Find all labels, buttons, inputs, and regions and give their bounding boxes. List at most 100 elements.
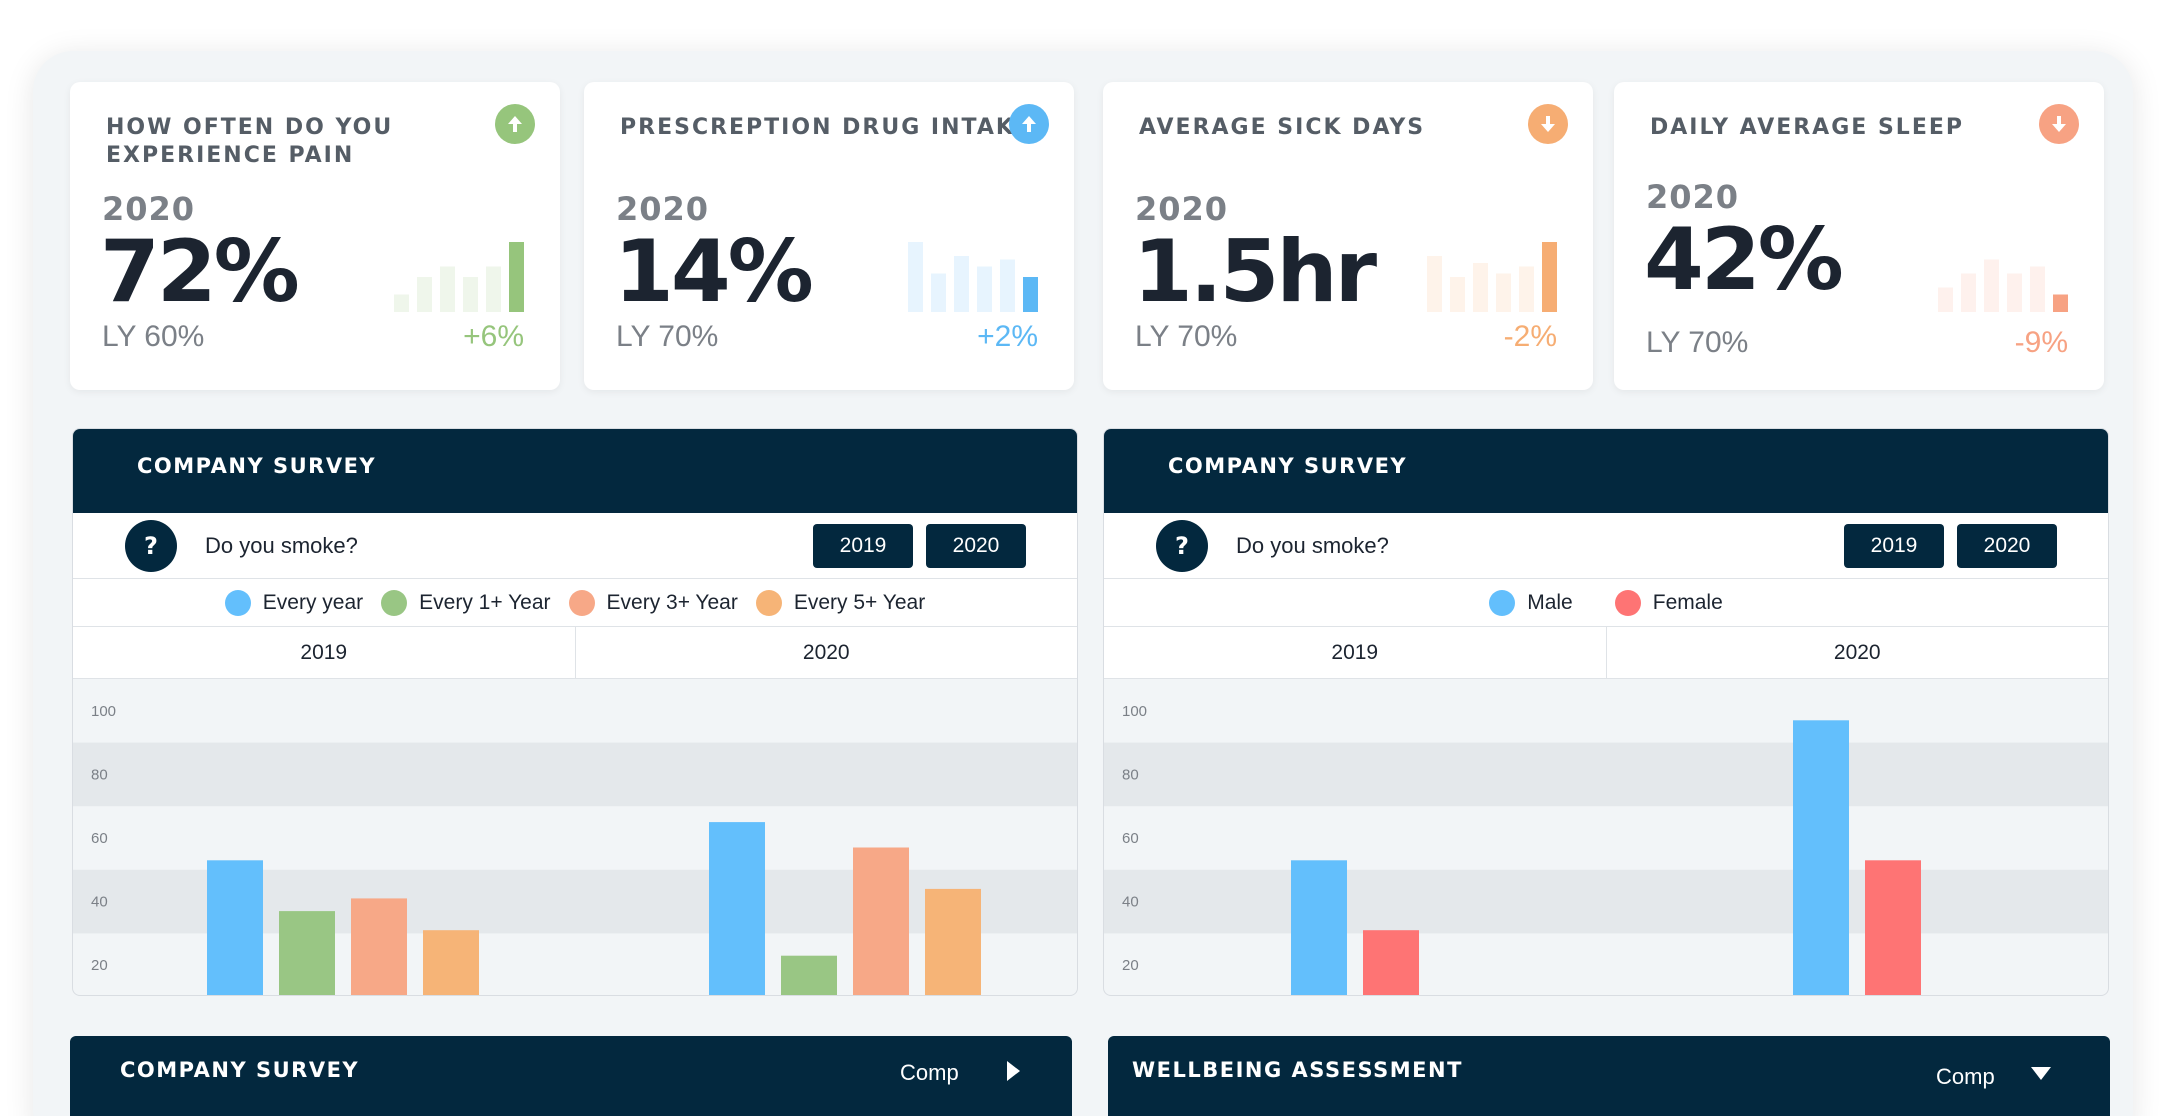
- question-row: ? Do you smoke? 2019 2020: [73, 513, 1077, 579]
- kpi-year: 2020: [1135, 190, 1229, 228]
- spark-bar: [977, 266, 992, 312]
- spark-bar: [1450, 277, 1465, 312]
- bar: [1865, 860, 1921, 995]
- question-icon[interactable]: ?: [1156, 520, 1208, 572]
- legend-dot: [568, 589, 595, 616]
- legend-dot: [1489, 589, 1516, 616]
- legend-dot: [381, 589, 408, 616]
- y-tick-label: 80: [91, 766, 108, 783]
- legend-label: Every year: [262, 590, 364, 614]
- kpi-title: PRESCREPTION DRUG INTAKE: [620, 115, 1032, 140]
- kpi-sparkline: [1938, 259, 2068, 312]
- kpi-delta: +6%: [463, 320, 524, 353]
- kpi-value: 1.5hr: [1133, 222, 1377, 322]
- panel-header: COMPANY SURVEY: [1104, 429, 2108, 513]
- legend-dot: [224, 589, 251, 616]
- spark-bar: [1542, 242, 1557, 312]
- legend-item[interactable]: Every 1+ Year: [381, 589, 551, 616]
- kpi-sparkline: [394, 242, 524, 312]
- question-text: Do you smoke?: [205, 533, 358, 558]
- arrow-up-icon: [495, 104, 535, 144]
- legend-item[interactable]: Female: [1614, 589, 1723, 616]
- kpi-value: 14%: [614, 222, 814, 322]
- kpi-year: 2020: [616, 190, 710, 228]
- comp-label[interactable]: Comp: [900, 1060, 959, 1085]
- legend-dot: [755, 589, 782, 616]
- panel-header: COMPANY SURVEY: [73, 429, 1077, 513]
- caret-down-icon[interactable]: [2028, 1060, 2054, 1086]
- spark-bar: [1427, 256, 1442, 312]
- spark-bar: [1984, 259, 1999, 312]
- year-2020-button[interactable]: 2020: [926, 524, 1026, 568]
- spark-bar: [486, 266, 501, 312]
- kpi-card-sleep[interactable]: DAILY AVERAGE SLEEP 2020 42% LY 70% -9%: [1614, 82, 2104, 390]
- kpi-sparkline: [908, 242, 1038, 312]
- kpi-card-drug-intake[interactable]: PRESCREPTION DRUG INTAKE 2020 14% LY 70%…: [584, 82, 1074, 390]
- legend-dot: [1614, 589, 1641, 616]
- legend-item[interactable]: Every 3+ Year: [568, 589, 738, 616]
- bar: [709, 822, 765, 995]
- bottom-panel-company-survey[interactable]: COMPANY SURVEY Comp: [70, 1036, 1072, 1116]
- year-2020-button[interactable]: 2020: [1957, 524, 2057, 568]
- y-tick-label: 80: [1122, 766, 1139, 783]
- spark-bar: [1938, 287, 1953, 312]
- legend-item[interactable]: Every year: [224, 589, 364, 616]
- spark-bar: [1023, 277, 1038, 312]
- y-tick-label: 40: [1122, 894, 1139, 911]
- spark-bar: [908, 242, 923, 312]
- arrow-up-icon: [1009, 104, 1049, 144]
- bar: [279, 911, 335, 995]
- bar: [1793, 720, 1849, 995]
- y-tick-label: 60: [91, 830, 108, 847]
- year-2019-button[interactable]: 2019: [813, 524, 913, 568]
- spark-bar: [417, 277, 432, 312]
- caret-right-icon[interactable]: [1000, 1058, 1026, 1084]
- spark-bar: [440, 266, 455, 312]
- spark-bar: [2053, 294, 2068, 312]
- bar: [207, 860, 263, 995]
- kpi-card-sick-days[interactable]: AVERAGE SICK DAYS 2020 1.5hr LY 70% -2%: [1103, 82, 1593, 390]
- bottom-panel-wellbeing[interactable]: WELLBEING ASSESSMENT Comp: [1108, 1036, 2110, 1116]
- arrow-down-icon: [1528, 104, 1568, 144]
- tab-2020[interactable]: 2020: [1605, 627, 2109, 678]
- kpi-last-year: LY 70%: [1646, 326, 1749, 359]
- legend-label: Every 3+ Year: [606, 590, 738, 614]
- kpi-last-year: LY 60%: [102, 320, 205, 353]
- year-2019-button[interactable]: 2019: [1844, 524, 1944, 568]
- legend-label: Female: [1652, 590, 1723, 614]
- spark-bar: [2007, 273, 2022, 312]
- spark-bar: [1961, 273, 1976, 312]
- bar: [781, 955, 837, 995]
- legend-item[interactable]: Every 5+ Year: [755, 589, 926, 616]
- spark-bar: [463, 277, 478, 312]
- bar-chart: 100 80 60 40 20: [1104, 703, 2108, 995]
- kpi-last-year: LY 70%: [1135, 320, 1238, 353]
- tab-2019[interactable]: 2019: [300, 640, 348, 664]
- year-tabs: 2019 2020: [1104, 627, 2108, 679]
- kpi-year: 2020: [102, 190, 196, 228]
- legend-item[interactable]: Male: [1489, 589, 1573, 616]
- question-icon[interactable]: ?: [125, 520, 177, 572]
- legend-label: Every 5+ Year: [793, 590, 926, 614]
- tab-2020[interactable]: 2020: [574, 627, 1078, 678]
- panel-title: WELLBEING ASSESSMENT: [1132, 1058, 1463, 1082]
- kpi-delta: +2%: [977, 320, 1038, 353]
- panel-title: COMPANY SURVEY: [120, 1058, 360, 1082]
- kpi-delta: -2%: [1503, 320, 1557, 353]
- kpi-delta: -9%: [2014, 326, 2068, 359]
- spark-bar: [1519, 266, 1534, 312]
- spark-bar: [2030, 266, 2045, 312]
- y-tick-label: 100: [1122, 703, 1147, 720]
- tab-2019[interactable]: 2019: [1331, 640, 1379, 664]
- kpi-card-pain[interactable]: HOW OFTEN DO YOU EXPERIENCE PAIN 2020 72…: [70, 82, 560, 390]
- spark-bar: [931, 273, 946, 312]
- bar: [853, 847, 909, 995]
- bar: [1363, 930, 1419, 995]
- chart-band: [1104, 869, 2108, 934]
- kpi-title: HOW OFTEN DO YOU EXPERIENCE PAIN: [106, 115, 394, 168]
- spark-bar: [394, 294, 409, 312]
- comp-label[interactable]: Comp: [1936, 1064, 1995, 1089]
- y-tick-label: 60: [1122, 830, 1139, 847]
- chart-band: [1104, 742, 2108, 807]
- bar: [423, 930, 479, 995]
